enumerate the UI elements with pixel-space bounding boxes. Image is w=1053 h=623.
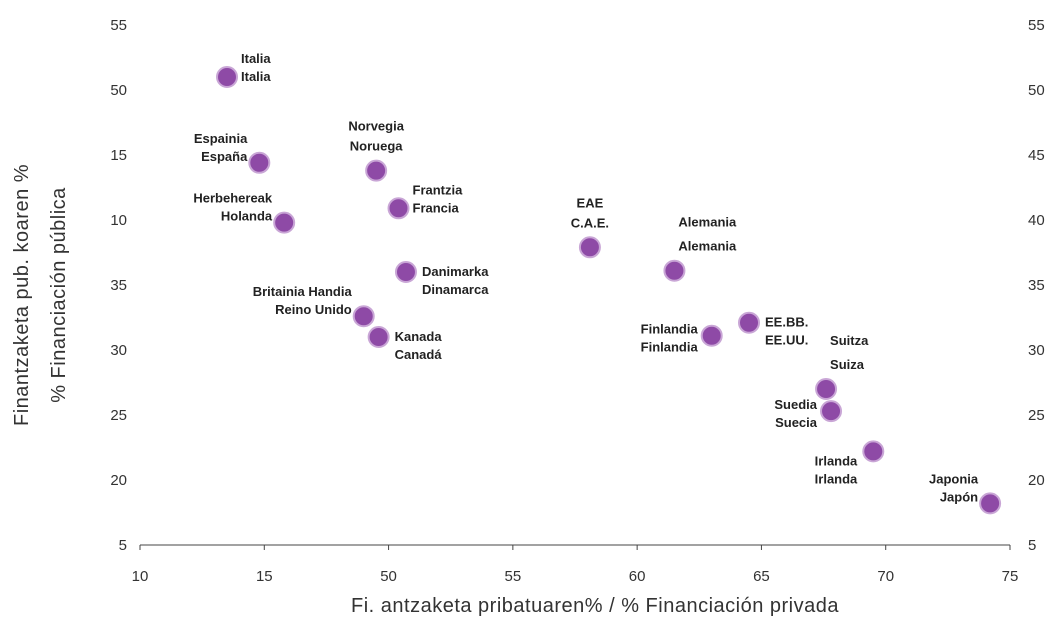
data-point [700, 324, 723, 347]
y-right-tick-labels: 55 50 45 40 35 30 25 20 5 [1028, 17, 1045, 554]
data-point-group: Frantzia Francia [387, 182, 464, 220]
y-axis-title-primary: Finantzaketa pub. koaren % [11, 164, 33, 426]
point-label-secondary: C.A.E. [571, 215, 609, 230]
point-label-secondary: EE.UU. [765, 333, 808, 348]
y-right-tick-label: 30 [1028, 342, 1045, 359]
y-left-tick-label: 25 [110, 407, 127, 424]
y-right-tick-label: 25 [1028, 407, 1045, 424]
data-point [578, 236, 601, 259]
data-point-group: Irlanda Irlanda [815, 440, 885, 486]
y-right-tick-label: 55 [1028, 17, 1045, 34]
y-left-tick-label: 20 [110, 472, 127, 489]
data-point [979, 492, 1002, 515]
data-point-group: EE.BB. EE.UU. [738, 311, 808, 348]
point-label-primary: Danimarka [422, 264, 489, 279]
x-tick-labels: 10 15 50 55 60 65 70 75 [132, 545, 1019, 585]
point-label-secondary: Dinamarca [422, 282, 489, 297]
data-point-group: Kanada Canadá [367, 326, 443, 362]
data-point [815, 378, 838, 400]
data-point [394, 261, 417, 283]
data-point-group: Danimarka Dinamarca [394, 261, 489, 297]
data-point-group: Suedia Suecia [774, 397, 843, 430]
x-tick-label: 60 [629, 568, 646, 585]
point-label-primary: Frantzia [413, 182, 464, 197]
point-label-secondary: Holanda [221, 209, 273, 224]
point-label-primary: Herbehereak [193, 191, 273, 206]
x-tick-label: 55 [505, 568, 522, 585]
data-point [820, 400, 843, 423]
x-tick-label: 75 [1002, 568, 1019, 585]
point-label-primary: Finlandia [641, 322, 699, 337]
y-left-tick-label: 5 [119, 537, 127, 554]
point-label-primary: Alemania [678, 215, 737, 230]
point-label-secondary: Italia [241, 69, 271, 84]
data-point [365, 159, 388, 182]
point-label-secondary: Alemania [678, 239, 737, 254]
y-left-tick-label: 30 [110, 342, 127, 359]
y-right-tick-label: 20 [1028, 472, 1045, 489]
data-point [663, 259, 686, 282]
x-tick-label: 65 [753, 568, 770, 585]
data-point [273, 211, 296, 234]
point-label-secondary: Suiza [830, 357, 865, 372]
point-label-primary: Japonia [929, 471, 979, 486]
data-point [862, 440, 885, 463]
data-point-group: Suitza Suiza [815, 333, 869, 400]
data-point-group: EAE C.A.E. [571, 195, 609, 259]
point-label-secondary: España [201, 149, 248, 164]
data-point [248, 151, 271, 174]
data-points: Italia Italia Espainia España Herbehereak Hol… [193, 51, 1002, 515]
data-point-group: Espainia España [194, 131, 271, 174]
point-label-secondary: Finlandia [641, 340, 699, 355]
point-label-primary: EAE [577, 195, 604, 210]
point-label-primary: Espainia [194, 131, 248, 146]
x-axis-title: Fi. antzaketa pribatuaren% / % Financiac… [351, 595, 839, 617]
x-tick-label: 70 [877, 568, 894, 585]
y-right-tick-label: 50 [1028, 82, 1045, 99]
point-label-primary: Norvegia [348, 119, 404, 134]
point-label-secondary: Noruega [350, 139, 404, 154]
point-label-secondary: Suecia [775, 415, 818, 430]
x-tick-label: 15 [256, 568, 273, 585]
data-point-group: Herbehereak Holanda [193, 191, 296, 234]
data-point-group: Japonia Japón [929, 471, 1002, 515]
y-left-tick-label: 35 [110, 277, 127, 294]
data-point-group: Finlandia Finlandia [641, 322, 723, 355]
data-point-group: Italia Italia [216, 51, 271, 88]
point-label-primary: Italia [241, 51, 271, 66]
y-right-tick-label: 40 [1028, 212, 1045, 229]
data-point-group: Norvegia Noruega [348, 119, 405, 182]
y-left-tick-label: 50 [110, 82, 127, 99]
data-point [216, 66, 238, 88]
x-tick-label: 50 [380, 568, 397, 585]
point-label-primary: Suitza [830, 333, 869, 348]
point-label-primary: EE.BB. [765, 315, 808, 330]
y-right-tick-label: 5 [1028, 537, 1036, 554]
point-label-primary: Irlanda [815, 453, 858, 468]
point-label-secondary: Francia [413, 200, 460, 215]
data-point [367, 326, 390, 348]
y-right-tick-label: 45 [1028, 147, 1045, 164]
y-left-tick-label: 55 [110, 17, 127, 34]
point-label-primary: Suedia [774, 397, 817, 412]
y-right-tick-label: 35 [1028, 277, 1045, 294]
data-point-group: Alemania Alemania [663, 215, 737, 282]
data-point [387, 197, 410, 220]
data-point-group: Britainia Handia Reino Unido [253, 284, 375, 328]
point-label-primary: Britainia Handia [253, 284, 353, 299]
y-left-tick-label: 15 [110, 147, 127, 164]
point-label-secondary: Irlanda [815, 471, 858, 486]
y-axis-title-secondary: % Financiación pública [48, 187, 70, 403]
y-left-tick-labels: 55 50 15 10 35 30 25 20 5 [110, 17, 127, 554]
x-tick-label: 10 [132, 568, 149, 585]
data-point [352, 305, 375, 328]
point-label-secondary: Japón [940, 489, 978, 504]
point-label-secondary: Reino Unido [275, 302, 352, 317]
point-label-secondary: Canadá [395, 347, 443, 362]
y-left-tick-label: 10 [110, 212, 127, 229]
data-point [738, 311, 760, 334]
point-label-primary: Kanada [395, 329, 443, 344]
